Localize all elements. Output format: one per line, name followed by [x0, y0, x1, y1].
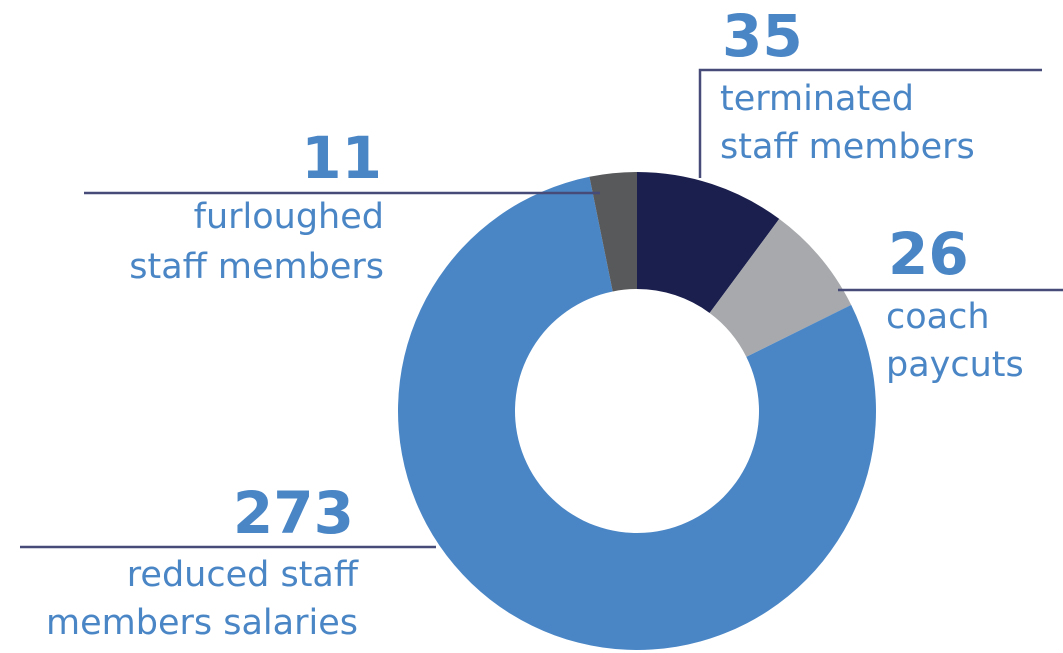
category-label: paycuts [886, 345, 1024, 385]
leaders [20, 68, 1063, 549]
value-label: 35 [722, 2, 803, 70]
value-label: 11 [301, 124, 382, 192]
donut-slice [709, 218, 852, 357]
leader-line [698, 68, 1042, 178]
donut-slice [637, 172, 780, 313]
category-label: coach [886, 297, 990, 337]
category-label: staff members [720, 127, 975, 167]
value-label: 26 [888, 220, 969, 288]
slices [398, 172, 876, 650]
labels: 35 terminated staff members 26 coach paycuts 2… [46, 2, 1024, 643]
category-label: staff members [129, 247, 384, 287]
category-label: members salaries [46, 603, 358, 643]
value-label: 273 [233, 479, 354, 547]
category-label: furloughed [194, 197, 384, 237]
category-label: terminated [720, 79, 914, 119]
category-label: reduced staff [127, 555, 359, 595]
donut-slice [589, 172, 637, 292]
donut-slice [398, 176, 876, 650]
